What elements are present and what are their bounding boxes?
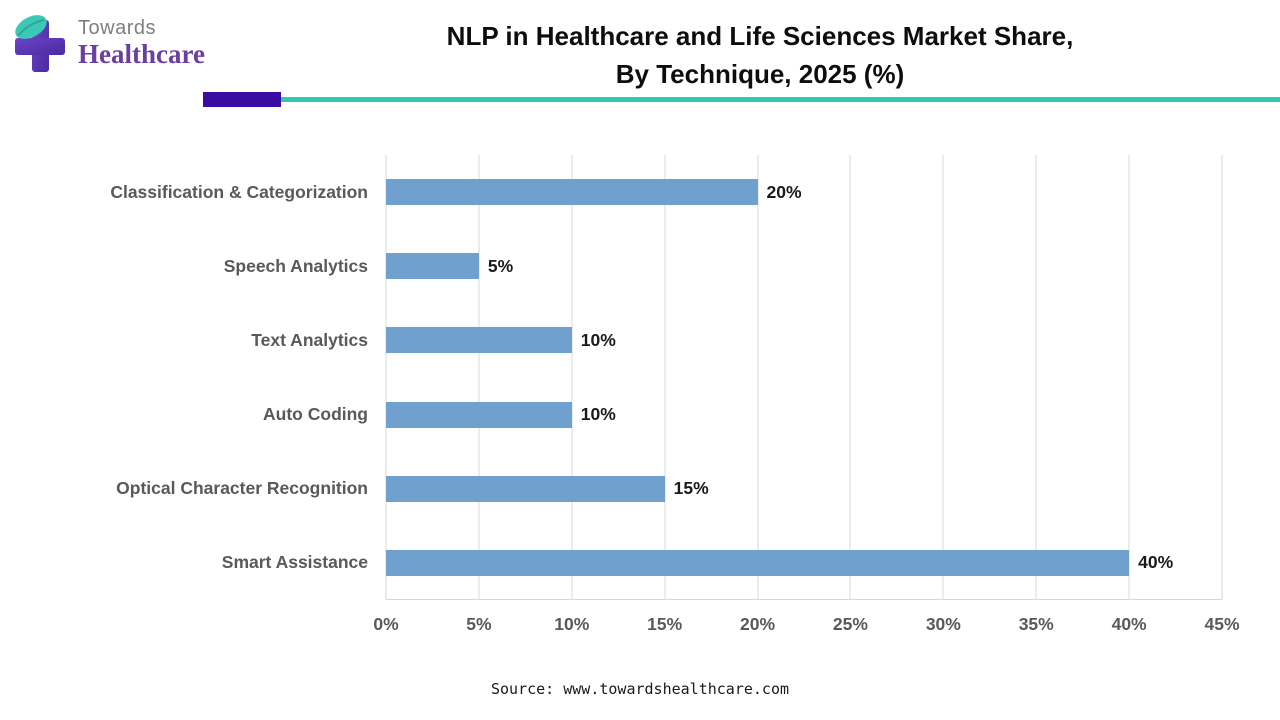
gridline [757, 155, 759, 599]
bar-row: Optical Character Recognition 15% [0, 452, 1222, 526]
gridline [478, 155, 480, 599]
bar-value-label: 15% [673, 478, 709, 499]
gridline [942, 155, 944, 599]
category-label: Smart Assistance [221, 552, 368, 573]
bar-value-label: 10% [580, 329, 616, 350]
bar-track: 10% [386, 401, 1222, 428]
category-label: Speech Analytics [223, 255, 368, 276]
bar-row: Smart Assistance 40% [0, 526, 1222, 600]
bar [386, 475, 665, 502]
towards-healthcare-logo-icon [15, 15, 65, 72]
bar [386, 401, 572, 428]
category-label: Optical Character Recognition [116, 478, 368, 499]
gridline [1035, 155, 1037, 599]
bar-row: Text Analytics 10% [0, 303, 1222, 377]
category-label: Auto Coding [263, 404, 368, 425]
divider-teal-line [281, 97, 1280, 102]
gridline [385, 155, 387, 599]
x-tick-label: 0% [373, 614, 399, 634]
x-tick-label: 15% [647, 614, 683, 634]
bar-track: 10% [386, 327, 1222, 354]
gridline [1128, 155, 1130, 599]
bar-track: 5% [386, 253, 1222, 280]
bar [386, 179, 758, 206]
bar-track: 40% [386, 549, 1222, 576]
gridline [571, 155, 573, 599]
x-tick-label: 30% [925, 614, 961, 634]
gridline [849, 155, 851, 599]
bar-track: 20% [386, 179, 1222, 206]
bar [386, 327, 572, 354]
logo-text-towards: Towards [78, 17, 156, 40]
source-text: Source: www.towardshealthcare.com [490, 680, 789, 698]
chart-title-line1: NLP in Healthcare and Life Sciences Mark… [446, 21, 1074, 51]
category-label: Classification & Categorization [110, 181, 368, 202]
x-tick-label: 40% [1111, 614, 1147, 634]
bar-value-label: 40% [1138, 552, 1174, 573]
bar-track: 15% [386, 475, 1222, 502]
gridline [1221, 155, 1223, 599]
x-tick-label: 45% [1204, 614, 1240, 634]
divider-purple-segment [203, 92, 281, 107]
bar-value-label: 5% [487, 255, 514, 276]
bar-value-label: 20% [766, 181, 802, 202]
header-divider [0, 92, 1280, 108]
category-label: Text Analytics [251, 329, 368, 350]
logo-text-healthcare: Healthcare [78, 39, 205, 70]
x-tick-label: 35% [1018, 614, 1054, 634]
towards-healthcare-logo: Towards Healthcare [10, 12, 205, 76]
bar [386, 253, 479, 280]
bar-row: Speech Analytics 5% [0, 229, 1222, 303]
x-tick-label: 10% [554, 614, 590, 634]
x-tick-label: 25% [832, 614, 868, 634]
x-tick-label: 5% [466, 614, 492, 634]
gridlines [385, 155, 1223, 600]
chart-title: NLP in Healthcare and Life Sciences Mark… [250, 18, 1270, 93]
logo-text: Towards Healthcare [78, 17, 205, 70]
bar-rows: Classification & Categorization 20% Speech… [0, 155, 1222, 600]
bar-row: Classification & Categorization 20% [0, 155, 1222, 229]
x-axis: 0% 5% 10% 15% 20% 25% 30% 35% 40% 45% [373, 614, 1239, 642]
bar-value-label: 10% [580, 404, 616, 425]
x-tick-label: 20% [740, 614, 776, 634]
bar-row: Auto Coding 10% [0, 378, 1222, 452]
bar [386, 549, 1130, 576]
gridline [664, 155, 666, 599]
chart-title-line2: By Technique, 2025 (%) [615, 58, 905, 89]
